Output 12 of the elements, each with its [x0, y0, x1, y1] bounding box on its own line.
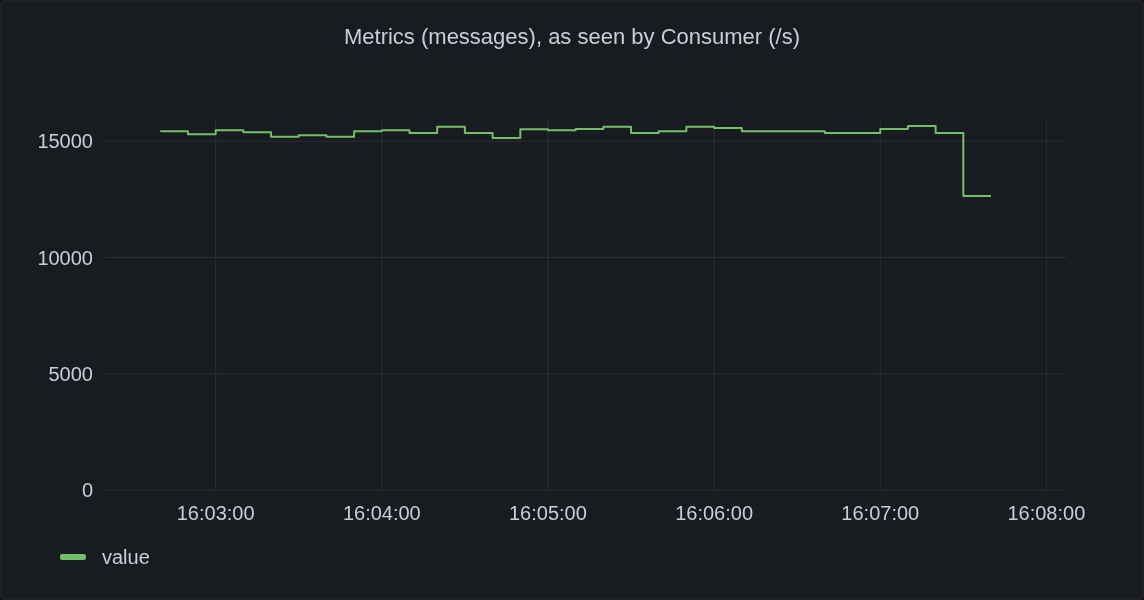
- x-tick-label: 16:05:00: [508, 502, 587, 524]
- x-tick-label: 16:08:00: [1007, 502, 1086, 524]
- y-tick-label: 5000: [48, 362, 93, 385]
- x-tick-label: 16:06:00: [675, 502, 754, 524]
- x-tick-label: 16:04:00: [342, 502, 421, 524]
- x-tick-label: 16:03:00: [176, 502, 255, 524]
- chart-title: Metrics (messages), as seen by Consumer (/s): [343, 24, 801, 49]
- y-tick-label: 10000: [37, 246, 93, 269]
- legend-label: value: [102, 546, 150, 568]
- y-tick-label: 15000: [37, 130, 93, 153]
- x-tick-label: 16:07:00: [841, 502, 920, 524]
- y-tick-label: 0: [81, 479, 93, 501]
